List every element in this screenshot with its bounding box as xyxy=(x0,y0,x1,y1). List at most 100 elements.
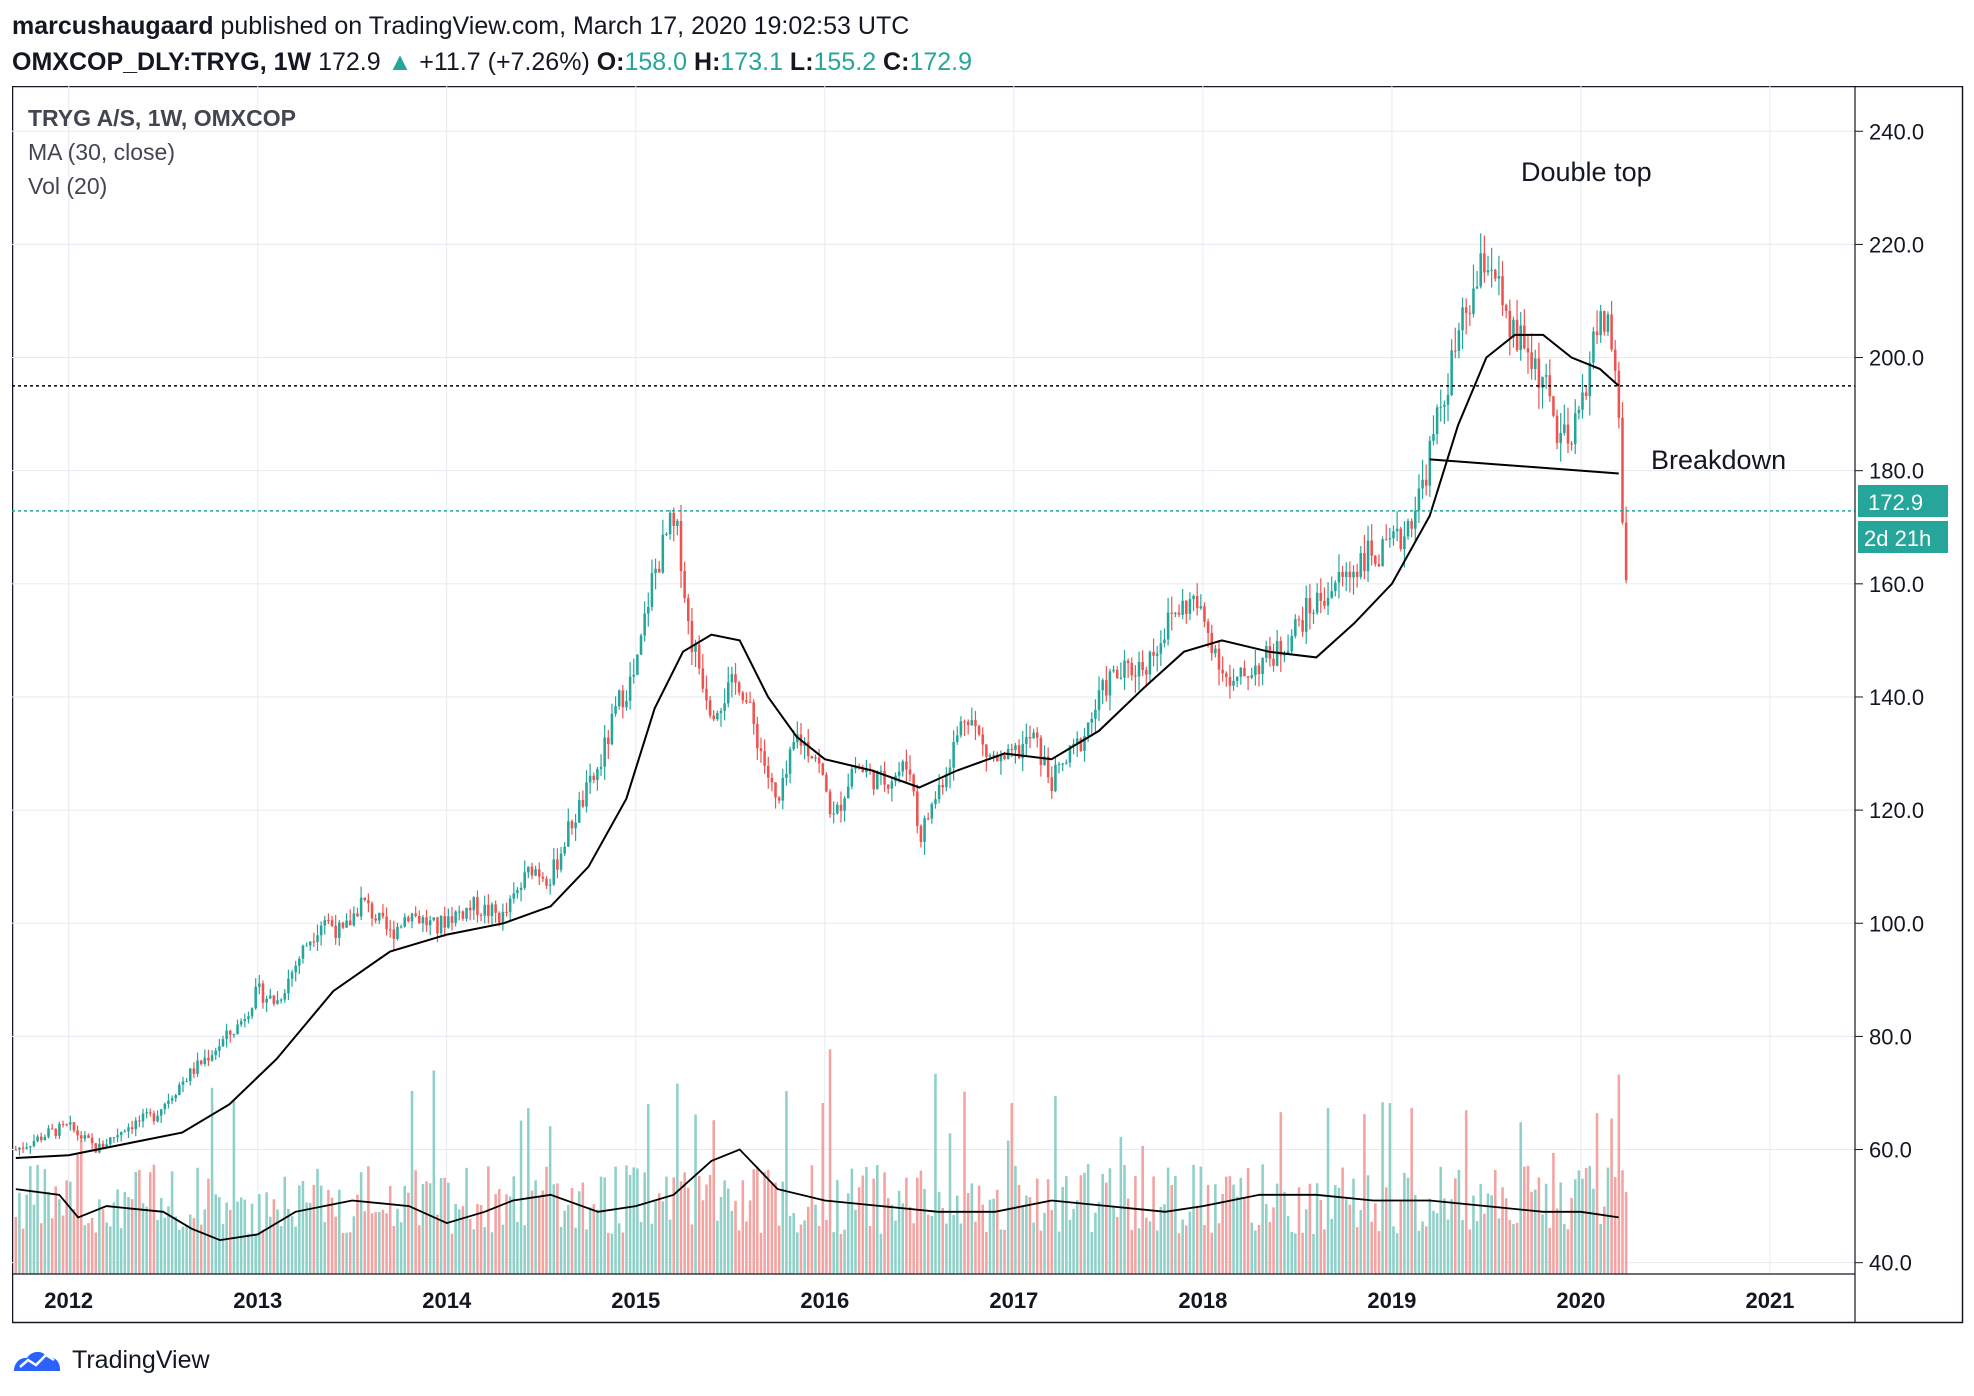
volume-bar xyxy=(1493,1170,1497,1274)
volume-bar xyxy=(810,1165,814,1274)
volume-bar xyxy=(897,1190,901,1274)
candle-body xyxy=(625,700,628,708)
x-tick-label: 2019 xyxy=(1367,1288,1416,1313)
volume-bar xyxy=(581,1182,585,1274)
volume-bar xyxy=(145,1206,148,1274)
volume-bar xyxy=(846,1193,850,1274)
candle-body xyxy=(836,804,839,814)
candle-body xyxy=(436,917,439,934)
volume-bar xyxy=(952,1214,955,1274)
volume-bar xyxy=(69,1181,72,1274)
candle-body xyxy=(1348,571,1352,578)
volume-bar xyxy=(1497,1218,1501,1274)
volume-bar xyxy=(981,1204,984,1274)
volume-bar xyxy=(1061,1186,1064,1274)
candle-body xyxy=(1221,669,1224,674)
volume-bar xyxy=(308,1202,312,1274)
candle-body xyxy=(552,859,556,885)
volume-bar xyxy=(399,1222,403,1274)
candle-body xyxy=(901,761,905,772)
candle-body xyxy=(210,1055,214,1061)
volume-bar xyxy=(32,1204,36,1274)
candle-body xyxy=(1108,671,1112,696)
candle-body xyxy=(1243,667,1246,677)
annotation-double-top[interactable]: Double top xyxy=(1521,157,1652,187)
volume-bar xyxy=(756,1166,759,1274)
footer: TradingView xyxy=(12,1340,210,1380)
candle-body xyxy=(192,1068,196,1074)
volume-bar xyxy=(610,1233,614,1274)
volume-bar xyxy=(414,1170,417,1274)
volume-bar xyxy=(116,1189,119,1274)
price-axis[interactable]: 40.0 60.0 80.0 100.0 120.0 140.0 160.0 180.0 200… xyxy=(1855,119,1924,1276)
author-name[interactable]: marcushaugaard xyxy=(12,12,214,40)
volume-bar xyxy=(1563,1223,1566,1274)
volume-bar xyxy=(1559,1182,1562,1274)
volume-bar xyxy=(1399,1199,1403,1274)
ohlc-line: OMXCOP_DLY:TRYG, 1W 172.9 ▲ +11.7 (+7.26… xyxy=(12,44,972,80)
candle-body xyxy=(883,770,886,785)
candle-body xyxy=(530,866,534,876)
volume-bar xyxy=(948,1133,952,1274)
volume-bar xyxy=(1297,1187,1301,1274)
candle-body xyxy=(687,598,690,621)
candle-body xyxy=(581,800,585,807)
volume-bar xyxy=(1094,1212,1097,1274)
candle-body xyxy=(774,782,777,798)
candle-body xyxy=(130,1127,134,1130)
volume-bar xyxy=(777,1225,781,1274)
volume-bar xyxy=(730,1210,734,1274)
candle-body xyxy=(1312,612,1315,614)
volume-bar xyxy=(1519,1122,1522,1274)
time-axis[interactable]: 2012 2013 2014 2015 2016 2017 2018 2019 2020 2021 xyxy=(44,1288,1794,1313)
candle-body xyxy=(1323,600,1326,606)
y-tick-label: 220.0 xyxy=(1869,232,1924,257)
volume-bar xyxy=(428,1183,432,1274)
candle-body xyxy=(388,929,392,931)
candle-body xyxy=(661,534,665,573)
volume-bar xyxy=(1043,1212,1046,1274)
candle-body xyxy=(781,777,785,801)
volume-bar xyxy=(1119,1136,1123,1274)
candle-body xyxy=(414,913,417,916)
volume-bar xyxy=(647,1104,650,1274)
annotation-breakdown[interactable]: Breakdown xyxy=(1651,445,1786,475)
candle-body xyxy=(1308,597,1312,614)
volume-bar xyxy=(1304,1209,1308,1274)
volume-bar xyxy=(992,1198,995,1274)
candle-body xyxy=(334,925,337,938)
volume-bar xyxy=(1101,1174,1104,1274)
volume-bar xyxy=(94,1232,98,1274)
candle-body xyxy=(14,1149,18,1151)
volume-bar xyxy=(290,1216,294,1274)
volume-bar xyxy=(476,1203,479,1274)
volume-bar xyxy=(923,1188,926,1274)
candle-body xyxy=(1079,738,1083,751)
symbol-label: OMXCOP_DLY:TRYG, 1W xyxy=(12,48,312,76)
volume-bar xyxy=(1166,1167,1170,1274)
volume-bar xyxy=(174,1216,177,1274)
candle-body xyxy=(87,1135,90,1138)
candle-body xyxy=(1254,665,1257,676)
legend-ma: MA (30, close) xyxy=(28,139,175,165)
candle-body xyxy=(1126,660,1130,663)
candle-body xyxy=(828,791,832,814)
candle-body xyxy=(610,713,614,745)
candle-body xyxy=(203,1057,207,1064)
volume-bar xyxy=(1599,1223,1602,1274)
volume-bar xyxy=(178,1229,181,1274)
volume-bar xyxy=(425,1181,428,1274)
candle-body xyxy=(1374,555,1377,564)
volume-bar xyxy=(930,1216,934,1274)
volume-bar xyxy=(1370,1221,1373,1274)
volume-bar xyxy=(690,1224,694,1274)
price-chart[interactable]: 40.0 60.0 80.0 100.0 120.0 140.0 160.0 180.0 200… xyxy=(12,86,1964,1332)
volume-bar xyxy=(1395,1233,1399,1274)
candle-body xyxy=(1483,253,1486,273)
candle-body xyxy=(218,1046,221,1051)
candle-body xyxy=(159,1109,163,1116)
tradingview-brand[interactable]: TradingView xyxy=(72,1345,210,1374)
candle-body xyxy=(650,573,654,607)
volume-bar xyxy=(1315,1183,1319,1274)
volume-bar xyxy=(1224,1176,1228,1274)
